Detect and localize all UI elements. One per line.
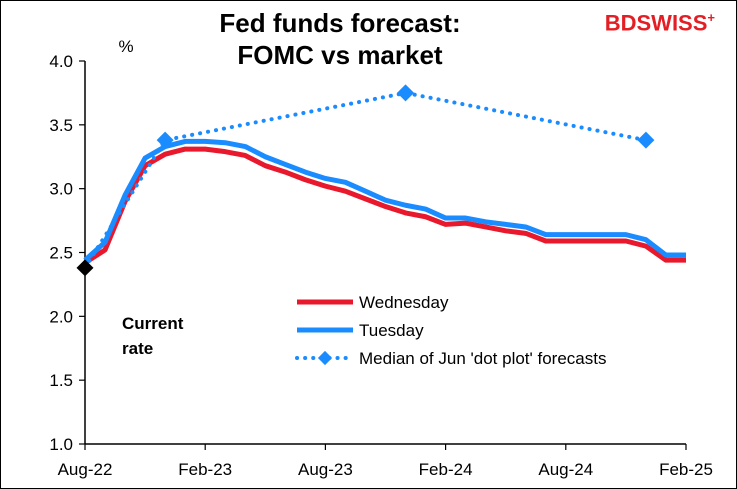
x-tick-label: Aug-22 (58, 460, 113, 479)
current-rate-label-line2: rate (122, 339, 153, 358)
dotplot-marker (637, 131, 655, 149)
x-tick-label: Feb-23 (178, 460, 232, 479)
series-line-wednesday (83, 146, 686, 265)
x-tick-label: Feb-24 (419, 460, 473, 479)
logo-part-swiss: SWISS (636, 10, 708, 36)
current-rate-marker (76, 259, 94, 277)
chart-title-line1: Fed funds forecast: (219, 8, 461, 38)
series-line-tuesday (83, 138, 686, 263)
y-tick-label: 1.0 (49, 435, 73, 454)
y-tick-label: 2.5 (49, 244, 73, 263)
y-tick-label: 4.0 (49, 52, 73, 71)
logo-part-bd: BD (604, 10, 637, 36)
logo-plus-icon: + (707, 10, 715, 25)
chart-title-line2: FOMC vs market (237, 40, 443, 70)
x-tick-label: Aug-24 (538, 460, 593, 479)
axes-group: 1.0 1.5 2.0 2.5 3.0 3.5 4.0% Aug-22 Feb-23 Aug-23… (49, 37, 713, 479)
chart-legend: Wednesday Tuesday Median of Jun 'dot plot'… (295, 293, 606, 368)
y-tick-label: 2.0 (49, 307, 73, 326)
legend-label: Median of Jun 'dot plot' forecasts (359, 349, 606, 368)
dotplot-marker (397, 84, 415, 102)
legend-marker (317, 350, 333, 366)
annotation-group: Current rate (122, 314, 184, 358)
bdswiss-logo: BDSWISS+ (605, 10, 715, 36)
x-tick-label: Feb-25 (659, 460, 713, 479)
legend-label: Wednesday (359, 293, 449, 312)
series-line-dotplot (83, 90, 648, 270)
series-group (76, 84, 686, 277)
y-tick-label: 1.5 (49, 371, 73, 390)
current-rate-label-line1: Current (122, 314, 184, 333)
y-tick-label: 3.5 (49, 116, 73, 135)
dotplot-marker (156, 131, 174, 149)
y-axis-label: % (118, 37, 133, 56)
legend-label: Tuesday (359, 321, 424, 340)
x-tick-label: Aug-23 (298, 460, 353, 479)
y-tick-label: 3.0 (49, 180, 73, 199)
